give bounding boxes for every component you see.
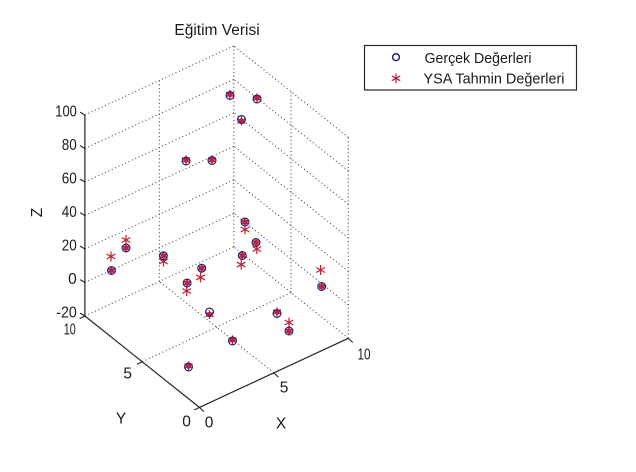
svg-text:Z: Z <box>29 208 46 217</box>
svg-text:60: 60 <box>62 170 77 187</box>
svg-text:Eğitim Verisi: Eğitim Verisi <box>174 22 259 39</box>
svg-text:Y: Y <box>116 411 126 428</box>
svg-text:20: 20 <box>62 237 77 254</box>
svg-text:0: 0 <box>182 414 191 431</box>
svg-text:5: 5 <box>123 365 132 382</box>
svg-text:5: 5 <box>280 380 289 397</box>
svg-text:0: 0 <box>68 271 77 288</box>
svg-text:X: X <box>276 416 287 433</box>
svg-text:Gerçek Değerleri: Gerçek Değerleri <box>425 51 532 67</box>
svg-text:10: 10 <box>358 347 371 364</box>
svg-text:100: 100 <box>55 103 77 120</box>
svg-text:YSA Tahmin Değerleri: YSA Tahmin Değerleri <box>424 72 565 88</box>
svg-text:10: 10 <box>64 322 76 339</box>
svg-text:80: 80 <box>62 137 77 154</box>
svg-text:0: 0 <box>205 415 214 432</box>
svg-text:40: 40 <box>62 204 77 221</box>
svg-text:-20: -20 <box>56 304 77 321</box>
